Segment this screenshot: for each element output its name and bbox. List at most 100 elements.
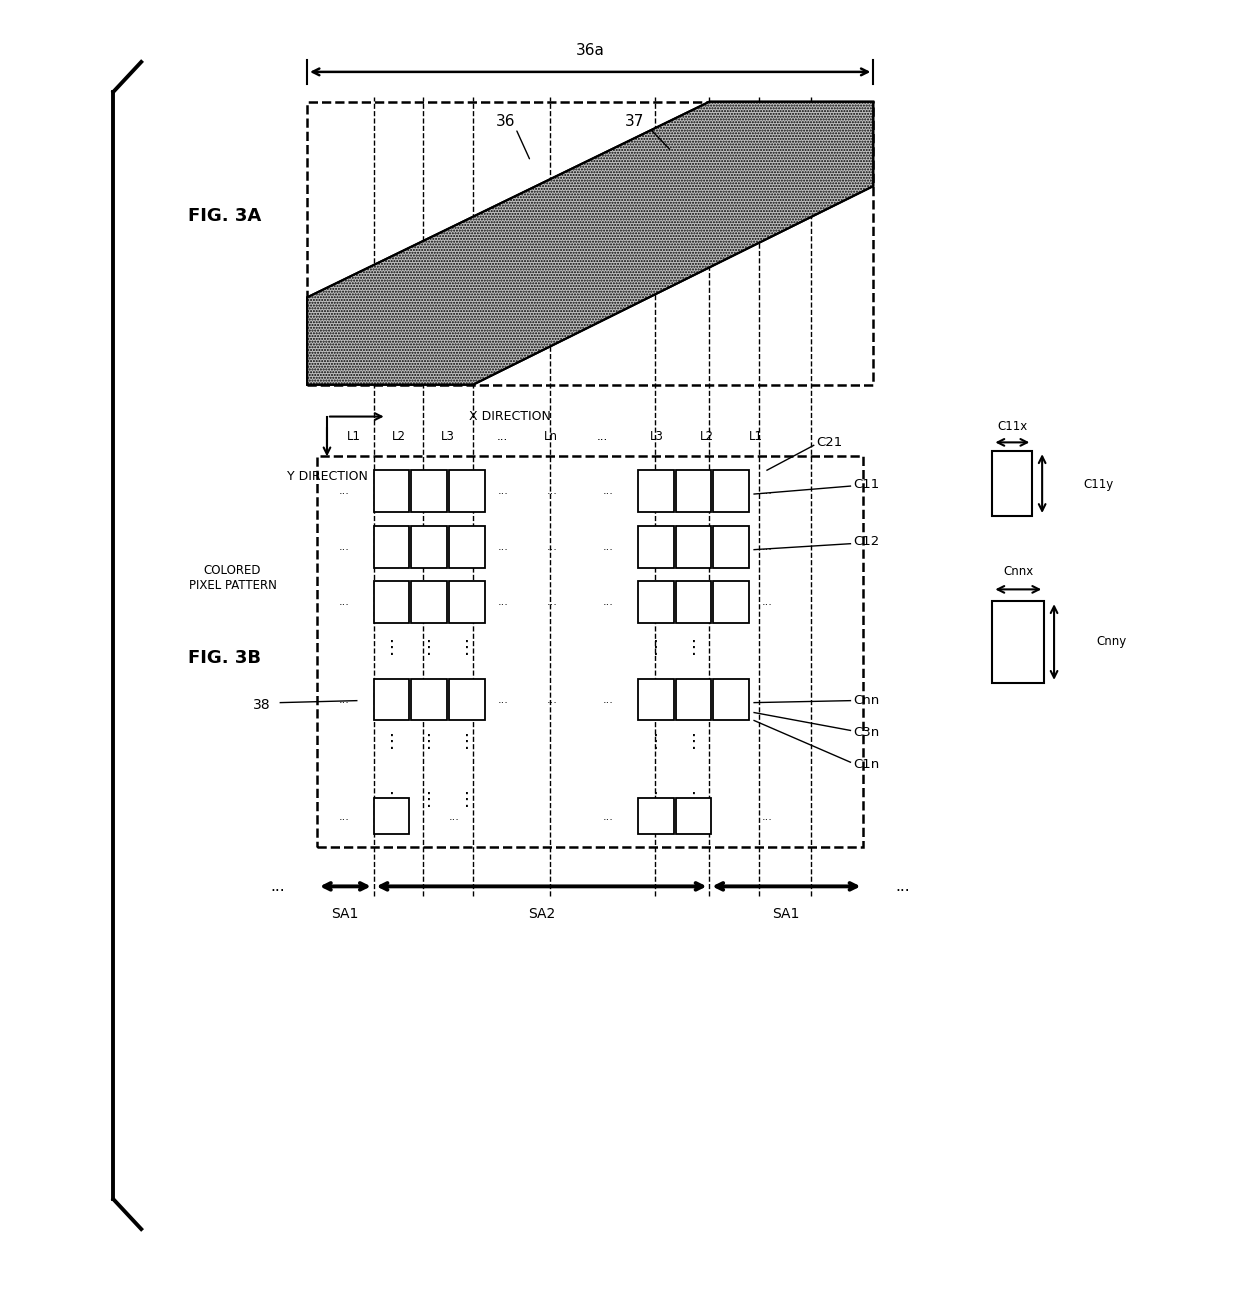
Text: ⋮: ⋮ — [420, 639, 438, 657]
Bar — [992, 601, 1044, 683]
Text: FIG. 3B: FIG. 3B — [188, 649, 260, 667]
Text: Cnny: Cnny — [1096, 635, 1127, 648]
Text: ⋮: ⋮ — [458, 791, 476, 809]
Text: C3n: C3n — [853, 725, 879, 738]
Text: ...: ... — [547, 597, 558, 608]
Bar — [676, 798, 712, 834]
Bar — [373, 471, 409, 512]
Text: ⋮: ⋮ — [383, 733, 401, 751]
Bar — [412, 471, 448, 512]
Text: SA1: SA1 — [773, 908, 800, 921]
Text: C1n: C1n — [853, 758, 879, 771]
Bar — [676, 471, 712, 512]
Text: ...: ... — [761, 542, 773, 552]
Text: ...: ... — [603, 694, 614, 705]
Bar — [308, 102, 873, 385]
Text: ⋮: ⋮ — [420, 733, 438, 751]
Bar — [637, 582, 673, 623]
Text: 38: 38 — [253, 698, 270, 711]
Text: ...: ... — [761, 486, 773, 497]
Bar — [373, 679, 409, 720]
Bar — [373, 526, 409, 568]
Bar — [713, 679, 749, 720]
Text: ⋮: ⋮ — [647, 639, 665, 657]
Text: ...: ... — [603, 486, 614, 497]
Bar — [412, 582, 448, 623]
Text: Cnnx: Cnnx — [1003, 565, 1033, 578]
Bar — [373, 798, 409, 834]
Text: C11x: C11x — [997, 420, 1028, 433]
Text: L2: L2 — [392, 429, 405, 443]
Bar — [449, 582, 485, 623]
Bar — [373, 582, 409, 623]
Text: ...: ... — [497, 694, 508, 705]
Bar — [449, 679, 485, 720]
Text: ⋮: ⋮ — [458, 639, 476, 657]
Text: ...: ... — [339, 694, 350, 705]
Bar — [637, 471, 673, 512]
Text: 37: 37 — [625, 114, 645, 129]
Bar — [676, 679, 712, 720]
Text: ...: ... — [761, 694, 773, 705]
Text: C11: C11 — [853, 477, 879, 490]
Polygon shape — [308, 102, 873, 385]
Text: L1: L1 — [749, 429, 763, 443]
Text: ⋮: ⋮ — [383, 639, 401, 657]
Text: ...: ... — [761, 597, 773, 608]
Text: ⋮: ⋮ — [383, 791, 401, 809]
Text: ...: ... — [761, 812, 773, 822]
Text: COLORED
PIXEL PATTERN: COLORED PIXEL PATTERN — [188, 565, 277, 592]
Bar — [449, 471, 485, 512]
Bar — [412, 526, 448, 568]
Text: ...: ... — [895, 879, 910, 893]
Text: ...: ... — [547, 542, 558, 552]
Text: ...: ... — [547, 694, 558, 705]
Text: ⋮: ⋮ — [458, 733, 476, 751]
Text: ...: ... — [547, 486, 558, 497]
Bar — [412, 679, 448, 720]
Bar — [637, 526, 673, 568]
Text: SA2: SA2 — [528, 908, 556, 921]
Bar — [637, 679, 673, 720]
Text: 36a: 36a — [575, 43, 605, 57]
Text: FIG. 3A: FIG. 3A — [188, 207, 262, 225]
Text: ⋮: ⋮ — [420, 791, 438, 809]
Text: L2: L2 — [699, 429, 713, 443]
Text: C12: C12 — [853, 535, 879, 548]
Text: ⋮: ⋮ — [684, 639, 703, 657]
Text: ⋮: ⋮ — [684, 791, 703, 809]
Text: ...: ... — [497, 486, 508, 497]
Text: L1: L1 — [347, 429, 361, 443]
Text: L3: L3 — [441, 429, 455, 443]
Text: SA1: SA1 — [331, 908, 358, 921]
Bar — [449, 526, 485, 568]
Text: ...: ... — [497, 597, 508, 608]
Text: 36: 36 — [496, 114, 516, 129]
Text: ...: ... — [449, 812, 460, 822]
Bar — [637, 798, 673, 834]
Text: C11y: C11y — [1084, 477, 1114, 490]
Text: ...: ... — [339, 812, 350, 822]
Text: ...: ... — [497, 542, 508, 552]
Text: ...: ... — [339, 542, 350, 552]
Bar — [713, 582, 749, 623]
Bar — [992, 451, 1032, 516]
Text: Cnn: Cnn — [853, 694, 879, 707]
Text: ⋮: ⋮ — [647, 733, 665, 751]
Bar — [676, 582, 712, 623]
Text: ...: ... — [339, 597, 350, 608]
Text: ...: ... — [603, 542, 614, 552]
Text: ⋮: ⋮ — [647, 791, 665, 809]
Bar — [713, 526, 749, 568]
Text: ...: ... — [339, 486, 350, 497]
Text: ...: ... — [270, 879, 285, 893]
Text: ...: ... — [603, 597, 614, 608]
Text: C21: C21 — [817, 436, 843, 449]
Text: Ln: Ln — [543, 429, 558, 443]
Bar — [713, 471, 749, 512]
Text: ...: ... — [603, 812, 614, 822]
Bar — [317, 456, 863, 847]
Text: X DIRECTION: X DIRECTION — [469, 410, 551, 423]
Text: ...: ... — [497, 429, 508, 443]
Text: ...: ... — [596, 429, 608, 443]
